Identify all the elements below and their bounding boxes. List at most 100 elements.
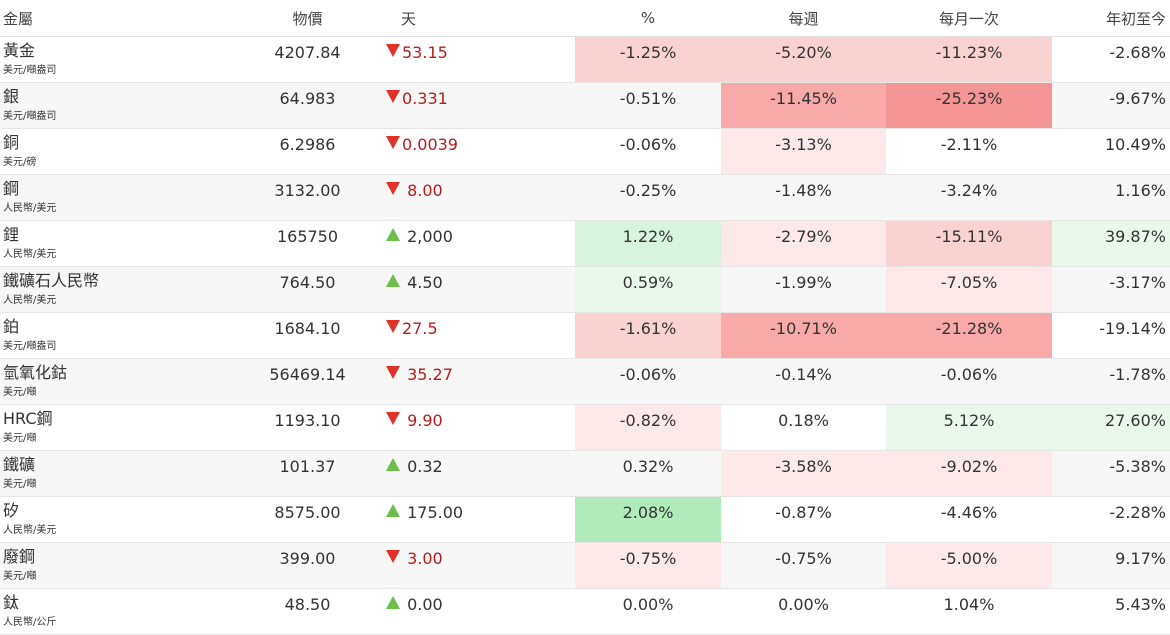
- percent-change-cell: 0.59%: [575, 266, 721, 313]
- metal-cell[interactable]: 鈦人民幣/公斤: [0, 588, 190, 635]
- metal-cell[interactable]: 廢鋼 美元/噸: [0, 542, 190, 589]
- price-cell: 4207.84: [190, 36, 385, 83]
- down-triangle-icon: [386, 320, 400, 333]
- percent-change-cell: -0.82%: [575, 404, 721, 451]
- metal-name[interactable]: HRC鋼: [3, 409, 53, 428]
- metal-cell[interactable]: 矽人民幣/美元: [0, 496, 190, 543]
- week-change-cell: -5.20%: [721, 36, 886, 83]
- metal-name[interactable]: 鋼: [3, 179, 20, 198]
- day-change-cell: 53.15: [385, 36, 575, 83]
- metal-cell[interactable]: 鐵礦石人民幣 人民幣/美元: [0, 266, 190, 313]
- price-cell: 399.00: [190, 542, 385, 589]
- table-row[interactable]: 鈦人民幣/公斤 48.50 0.00 0.00% 0.00% 1.04% 5.43%: [0, 588, 1170, 635]
- metal-unit: 美元/噸盎司: [3, 111, 57, 122]
- week-change-cell: -3.58%: [721, 450, 886, 497]
- metal-unit: 人民幣/美元: [3, 525, 57, 536]
- week-change-cell: -1.48%: [721, 174, 886, 221]
- metal-unit: 美元/噸: [3, 433, 37, 444]
- metal-cell[interactable]: HRC鋼美元/噸: [0, 404, 190, 451]
- price-cell: 6.2986: [190, 128, 385, 175]
- percent-change-cell: 0.00%: [575, 588, 721, 635]
- ytd-change-cell: 5.43%: [1052, 588, 1170, 635]
- ytd-change-cell: 10.49%: [1052, 128, 1170, 175]
- metal-name[interactable]: 鐵礦石人民幣: [3, 271, 100, 290]
- price-cell: 56469.14: [190, 358, 385, 405]
- table-row[interactable]: 鋼人民幣/美元 3132.00 8.00 -0.25% -1.48% -3.24% 1.1…: [0, 174, 1170, 221]
- column-header-month[interactable]: 每月一次: [886, 0, 1052, 37]
- table-row[interactable]: 矽人民幣/美元 8575.00 175.00 2.08% -0.87% -4.46% -2…: [0, 496, 1170, 543]
- metal-cell[interactable]: 銅美元/磅: [0, 128, 190, 175]
- price-cell: 101.37: [190, 450, 385, 497]
- up-triangle-icon: [386, 504, 400, 517]
- metal-name[interactable]: 矽: [3, 501, 20, 520]
- metal-name[interactable]: 銀: [3, 87, 20, 106]
- month-change-cell: -0.06%: [886, 358, 1052, 405]
- day-change-cell: 0.32: [385, 450, 575, 497]
- table-row[interactable]: 鉑美元/噸盎司 1684.10 27.5 -1.61% -10.71% -21.28% -1…: [0, 312, 1170, 359]
- week-change-cell: 0.00%: [721, 588, 886, 635]
- down-triangle-icon: [386, 44, 400, 57]
- column-header-name[interactable]: 金屬: [0, 0, 190, 37]
- table-row[interactable]: 鋰人民幣/美元 165750 2,000 1.22% -2.79% -15.11% 39.…: [0, 220, 1170, 267]
- table-row[interactable]: 鐵礦 美元/噸 101.37 0.32 0.32% -3.58% -9.02% -5.38%: [0, 450, 1170, 497]
- day-change-cell: 35.27: [385, 358, 575, 405]
- ytd-change-cell: 1.16%: [1052, 174, 1170, 221]
- table-row[interactable]: HRC鋼 美元/噸 1193.10 9.90 -0.82% 0.18% 5.12% 27.6…: [0, 404, 1170, 451]
- metal-name[interactable]: 銅: [3, 133, 20, 152]
- table-row[interactable]: 氫氧化鈷 美元/噸 56469.14 35.27 -0.06% -0.14% -0.06%…: [0, 358, 1170, 405]
- column-header-price[interactable]: 物價: [190, 0, 385, 37]
- day-change-value: 0.00: [402, 595, 443, 614]
- table-row[interactable]: 銅美元/磅 6.2986 0.0039 -0.06% -3.13% -2.11% 10.49…: [0, 128, 1170, 175]
- down-triangle-icon: [386, 550, 400, 563]
- day-change-cell: 4.50: [385, 266, 575, 313]
- day-change-cell: 175.00: [385, 496, 575, 543]
- day-change-cell: 0.00: [385, 588, 575, 635]
- ytd-change-cell: -2.68%: [1052, 36, 1170, 83]
- month-change-cell: -21.28%: [886, 312, 1052, 359]
- metal-cell[interactable]: 鋼人民幣/美元: [0, 174, 190, 221]
- metal-name[interactable]: 氫氧化鈷: [3, 363, 68, 382]
- percent-change-cell: -0.75%: [575, 542, 721, 589]
- up-triangle-icon: [386, 596, 400, 609]
- column-header-percent[interactable]: %: [575, 0, 721, 37]
- table-row[interactable]: 廢鋼 美元/噸 399.00 3.00 -0.75% -0.75% -5.00% 9.17%: [0, 542, 1170, 589]
- metal-name[interactable]: 黃金: [3, 41, 36, 60]
- down-triangle-icon: [386, 366, 400, 379]
- table-row[interactable]: 銀美元/噸盎司 64.983 0.331 -0.51% -11.45% -25.23% -9…: [0, 82, 1170, 129]
- ytd-change-cell: 39.87%: [1052, 220, 1170, 267]
- month-change-cell: -5.00%: [886, 542, 1052, 589]
- table-row[interactable]: 鐵礦石人民幣 人民幣/美元 764.50 4.50 0.59% -1.99% -7.05%…: [0, 266, 1170, 313]
- metal-unit: 美元/磅: [3, 157, 37, 168]
- column-header-ytd[interactable]: 年初至今: [1052, 0, 1170, 37]
- metal-cell[interactable]: 鉑美元/噸盎司: [0, 312, 190, 359]
- day-change-cell: 8.00: [385, 174, 575, 221]
- metal-name[interactable]: 鈦: [3, 593, 20, 612]
- metal-cell[interactable]: 鋰人民幣/美元: [0, 220, 190, 267]
- metal-name[interactable]: 鉑: [3, 317, 20, 336]
- day-change-cell: 0.0039: [385, 128, 575, 175]
- week-change-cell: -3.13%: [721, 128, 886, 175]
- price-cell: 1684.10: [190, 312, 385, 359]
- day-change-cell: 3.00: [385, 542, 575, 589]
- metal-cell[interactable]: 銀美元/噸盎司: [0, 82, 190, 129]
- day-change-value: 53.15: [402, 43, 448, 62]
- price-cell: 764.50: [190, 266, 385, 313]
- metal-name[interactable]: 鋰: [3, 225, 20, 244]
- metal-cell[interactable]: 黃金 美元/噸盎司: [0, 36, 190, 83]
- metal-cell[interactable]: 鐵礦 美元/噸: [0, 450, 190, 497]
- percent-change-cell: 0.32%: [575, 450, 721, 497]
- metal-name[interactable]: 廢鋼: [3, 547, 36, 566]
- metal-name[interactable]: 鐵礦: [3, 455, 36, 474]
- day-change-cell: 2,000: [385, 220, 575, 267]
- price-cell: 165750: [190, 220, 385, 267]
- table-row[interactable]: 黃金 美元/噸盎司 4207.84 53.15 -1.25% -5.20% -11.23% -…: [0, 36, 1170, 83]
- week-change-cell: -1.99%: [721, 266, 886, 313]
- table-body: 黃金 美元/噸盎司 4207.84 53.15 -1.25% -5.20% -11.23% -…: [0, 36, 1170, 635]
- metal-cell[interactable]: 氫氧化鈷 美元/噸: [0, 358, 190, 405]
- down-triangle-icon: [386, 90, 400, 103]
- column-header-week[interactable]: 每週: [721, 0, 886, 37]
- down-triangle-icon: [386, 136, 400, 149]
- column-header-day[interactable]: 天: [385, 0, 575, 37]
- week-change-cell: -0.87%: [721, 496, 886, 543]
